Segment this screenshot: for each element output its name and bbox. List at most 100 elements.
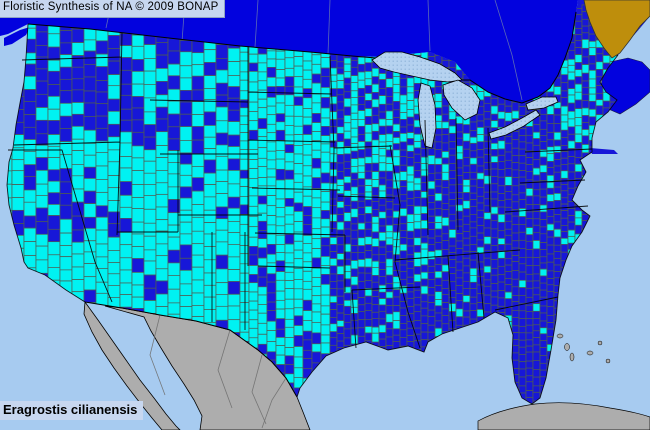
county-cell [47, 215, 61, 230]
county-cell [131, 233, 145, 247]
county-cell [413, 273, 422, 283]
county-cell [420, 285, 429, 295]
county-cell [532, 351, 541, 361]
county-cell [553, 236, 562, 246]
county-cell [490, 168, 499, 177]
county-cell [392, 76, 401, 85]
county-cell [155, 42, 169, 56]
county-cell [406, 86, 415, 94]
county-cell [518, 354, 527, 362]
county-cell [539, 226, 548, 235]
county-cell [588, 47, 597, 56]
county-cell [385, 266, 394, 276]
county-cell [525, 287, 534, 298]
county-cell [155, 106, 169, 120]
county-cell [364, 206, 373, 214]
county-cell [392, 188, 401, 197]
county-cell [378, 254, 387, 263]
county-cell [567, 208, 576, 216]
county-cell [167, 75, 181, 90]
county-cell [191, 139, 205, 155]
county-cell [107, 98, 121, 112]
county-cell [23, 151, 37, 166]
county-cell [343, 98, 352, 108]
county-cell [364, 170, 373, 180]
county-cell [406, 222, 415, 232]
county-cell [227, 305, 241, 321]
county-cell [490, 183, 499, 193]
county-cell [320, 182, 331, 192]
county-cell [71, 113, 85, 127]
county-cell [284, 67, 295, 78]
species-name-label: Eragrostis cilianensis [0, 401, 144, 420]
county-cell [483, 169, 492, 177]
county-cell [336, 259, 345, 267]
county-cell [525, 265, 534, 275]
county-cell [518, 199, 527, 209]
county-cell [455, 123, 464, 133]
county-cell [350, 59, 359, 68]
county-cell [504, 284, 513, 293]
county-cell [420, 264, 429, 273]
county-cell [215, 58, 229, 71]
county-cell [392, 282, 401, 291]
county-cell [143, 124, 157, 138]
county-cell [497, 238, 506, 245]
county-cell [546, 328, 555, 337]
county-cell [293, 249, 304, 260]
county-cell [35, 80, 49, 95]
county-cell [476, 156, 485, 167]
county-cell [155, 54, 169, 69]
county-cell [59, 115, 73, 129]
county-cell [518, 231, 527, 241]
county-cell [413, 213, 422, 223]
county-cell [284, 198, 295, 207]
county-cell [441, 128, 450, 135]
county-cell [385, 336, 394, 346]
county-cell [581, 115, 590, 123]
county-cell [490, 237, 499, 246]
county-cell [462, 148, 471, 159]
county-cell [371, 296, 380, 305]
county-cell [574, 47, 583, 56]
county-cell [239, 272, 250, 284]
county-cell [371, 275, 380, 283]
county-cell [248, 274, 259, 284]
county-cell [490, 228, 499, 239]
county-cell [227, 47, 241, 62]
borders [6, 11, 619, 405]
county-cell [167, 63, 181, 77]
county-cell [311, 207, 322, 219]
county-cell [518, 257, 527, 265]
county-cell [490, 290, 499, 298]
county-cell [364, 280, 373, 289]
county-cell [179, 163, 193, 176]
county-cell [392, 231, 401, 241]
county-cell [476, 284, 485, 295]
county-cell [311, 82, 322, 95]
county-cell [320, 313, 331, 326]
county-cell [392, 172, 401, 182]
county-cell [350, 229, 359, 240]
county-cell [525, 339, 534, 347]
county-cell [434, 305, 443, 314]
county-cell [107, 250, 121, 263]
county-cell [248, 71, 259, 83]
county-cell [448, 132, 457, 143]
county-cell [143, 44, 157, 59]
county-cell [378, 204, 387, 213]
county-cell [518, 361, 527, 370]
county-cell [588, 63, 597, 71]
county-cell [532, 131, 541, 139]
county-cell [462, 208, 471, 217]
county-cell [107, 236, 121, 251]
county-cell [119, 108, 133, 121]
county-cell [293, 288, 304, 300]
county-cell [248, 168, 259, 179]
county-cell [302, 69, 313, 80]
county-cell [203, 88, 217, 100]
county-cell [107, 123, 121, 138]
county-cell [420, 169, 429, 177]
county-cell [248, 91, 259, 103]
county-cell [539, 188, 548, 198]
